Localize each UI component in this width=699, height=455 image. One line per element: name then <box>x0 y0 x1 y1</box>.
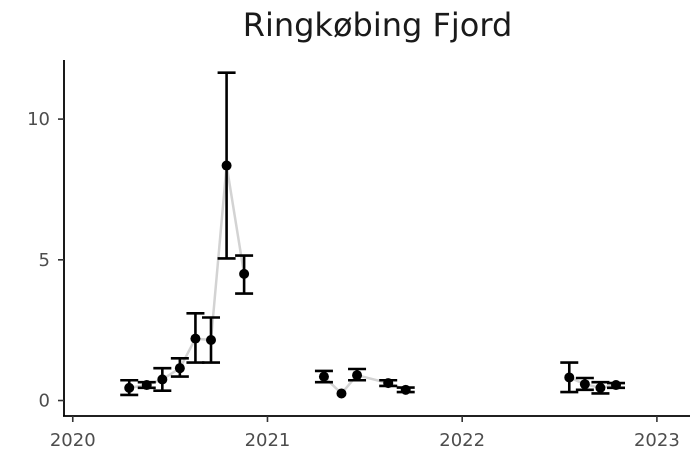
y-tick-label: 10 <box>27 109 50 130</box>
data-point-1-0 <box>318 371 329 382</box>
data-point-0-2 <box>157 374 168 385</box>
data-point-1-1 <box>336 388 347 399</box>
data-point-1-2 <box>352 370 363 381</box>
data-point-2-1 <box>579 379 590 390</box>
data-point-0-7 <box>239 268 250 279</box>
x-tick-label: 2023 <box>634 430 680 451</box>
data-point-2-3 <box>611 380 622 391</box>
data-point-2-2 <box>595 382 606 393</box>
data-point-0-6 <box>221 160 232 171</box>
error-bars <box>120 71 626 397</box>
data-point-0-4 <box>190 333 201 344</box>
y-tick-label: 0 <box>39 391 50 412</box>
x-tick-label: 2020 <box>50 430 96 451</box>
data-point-1-3 <box>383 378 394 389</box>
data-point-0-3 <box>174 363 185 374</box>
data-point-2-0 <box>564 372 575 383</box>
data-point-0-0 <box>124 382 135 393</box>
data-point-0-5 <box>206 335 217 346</box>
y-tick-label: 5 <box>39 250 50 271</box>
connector-line-1 <box>323 373 407 395</box>
data-points <box>124 160 622 399</box>
data-point-1-4 <box>400 384 411 395</box>
y-axis-ticks: 0 5 10 <box>27 109 64 412</box>
connector-lines <box>128 164 617 395</box>
connector-line-2 <box>568 376 617 390</box>
x-tick-label: 2021 <box>245 430 291 451</box>
x-tick-label: 2022 <box>439 430 485 451</box>
x-axis-ticks: 2020 2021 2022 2023 <box>50 416 680 451</box>
data-point-0-1 <box>141 380 152 391</box>
chart-title: Ringkøbing Fjord <box>242 6 513 44</box>
